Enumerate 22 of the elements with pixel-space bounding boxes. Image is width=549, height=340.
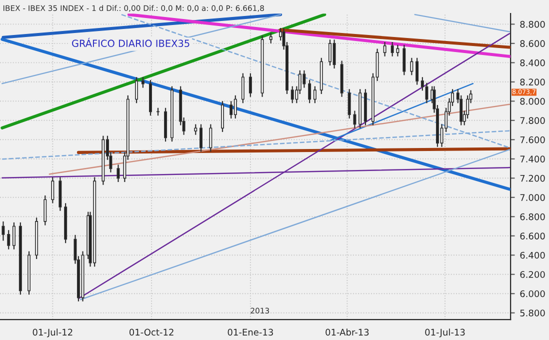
y-tick-label: 7.200 xyxy=(520,174,545,182)
x-tick-label: 01-Jul-12 xyxy=(32,328,72,338)
y-tick-label: 8.200 xyxy=(520,78,545,86)
x-tick-label: 01-Jul-13 xyxy=(425,328,465,338)
y-tick-label: 6.200 xyxy=(520,271,545,278)
y-tick-label: 8.400 xyxy=(520,59,545,66)
y-tick-label: 6.000 xyxy=(520,290,545,298)
y-tick-label: 5.800 xyxy=(520,310,545,316)
y-tick-label: 7.800 xyxy=(520,117,545,124)
y-tick-label: 8.800 xyxy=(520,20,545,28)
y-tick-label: 6.600 xyxy=(520,232,545,240)
annotation: GRÁFICO DIARIO IBEX35 xyxy=(72,38,190,48)
x-tick-label: 01-Ene-13 xyxy=(228,328,273,336)
y-tick-label: 6.400 xyxy=(520,252,545,259)
y-tick-label: 7.000 xyxy=(520,194,545,201)
y-tick-label: 7.600 xyxy=(520,136,545,144)
y-tick-label: 6.800 xyxy=(520,213,545,220)
x-tick-label: 01-Oct-12 xyxy=(129,328,174,336)
y-tick-label: 8.600 xyxy=(520,40,545,47)
y-tick-label: 7.400 xyxy=(520,156,545,162)
y-tick-label: 8.000 xyxy=(520,98,545,105)
x-tick-label: 01-Abr-13 xyxy=(326,328,369,336)
